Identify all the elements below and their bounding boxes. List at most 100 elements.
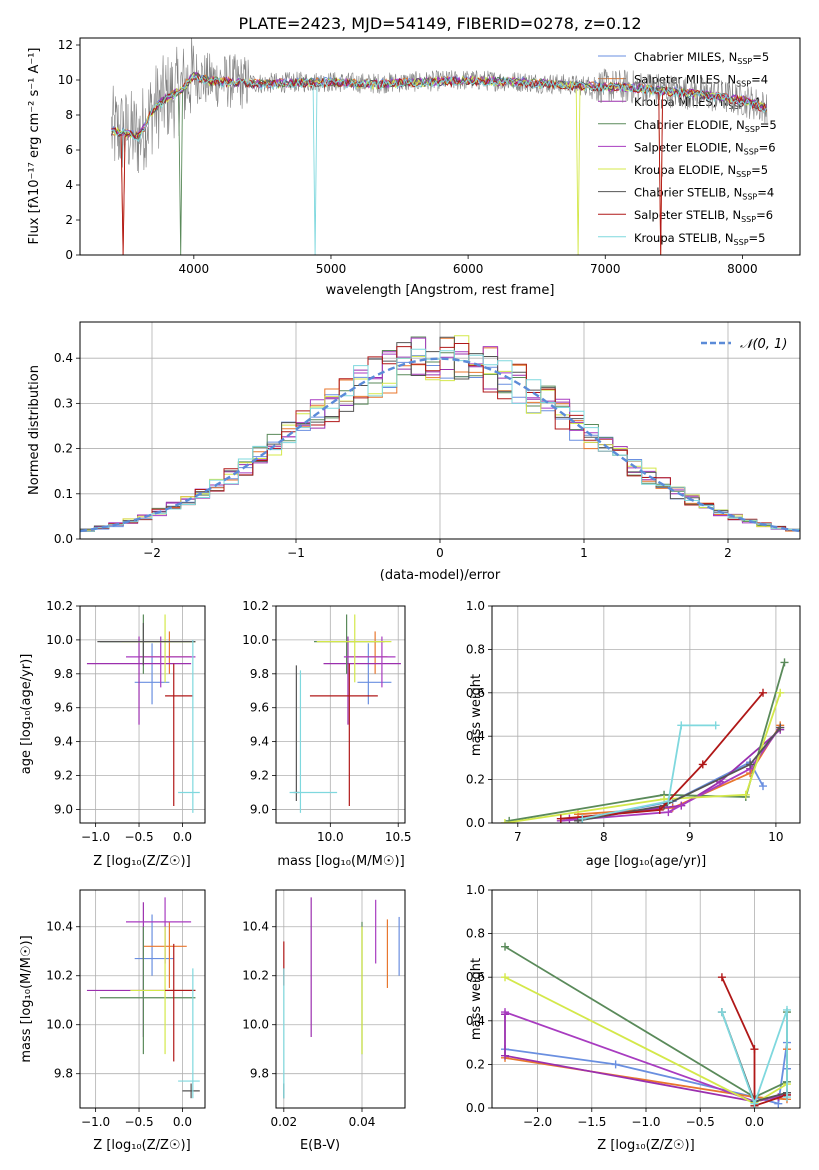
plus-marker bbox=[782, 1005, 791, 1014]
weight-vs-Z-panel: Z [log₁₀(Z/Z☉)] mass weight −2.0 −1.5 −1.0… bbox=[466, 883, 801, 1153]
x-tick-label: −1.0 bbox=[81, 830, 110, 844]
x-tick-label: 0.0 bbox=[173, 1115, 192, 1129]
y-tick-label: 0.0 bbox=[54, 532, 73, 546]
axes-frame bbox=[275, 605, 406, 824]
y-tick-label: 0.1 bbox=[54, 487, 73, 501]
legend-label-text: Salpeter ELODIE, N bbox=[634, 140, 744, 154]
plus-marker bbox=[776, 688, 785, 697]
legend-label-sub: SSP bbox=[734, 238, 749, 247]
y-tick-label: 2 bbox=[65, 213, 73, 227]
legend-label-n: =5 bbox=[749, 231, 766, 245]
weight-vs-age-panel: age [log₁₀(age/yr)] mass weight 7 8 9 10 0.0… bbox=[466, 599, 801, 869]
legend-label-sub: SSP bbox=[742, 193, 757, 202]
normal-curve bbox=[80, 357, 800, 533]
spectrum-xlabel: wavelength [Angstrom, rest frame] bbox=[326, 283, 555, 298]
legend-label-n: =6 bbox=[759, 140, 776, 154]
y-tick-label: 6 bbox=[65, 143, 73, 157]
plot-area bbox=[501, 942, 791, 1108]
x-tick-label: 0.0 bbox=[745, 1115, 764, 1129]
axes-frame bbox=[79, 889, 206, 1109]
plus-marker bbox=[578, 814, 587, 823]
x-tick-label: −1.0 bbox=[631, 1115, 660, 1129]
plus-marker bbox=[782, 1093, 791, 1102]
y-tick-label: 9.0 bbox=[54, 802, 73, 816]
weight-line bbox=[582, 724, 716, 820]
legend-label-sub: SSP bbox=[736, 80, 751, 89]
y-tick-label: 0.6 bbox=[466, 686, 485, 700]
y-tick-label: 0.6 bbox=[466, 970, 485, 984]
legend-label-sub: SSP bbox=[736, 170, 751, 179]
y-tick-label: 10.0 bbox=[46, 633, 73, 647]
legend-label: Salpeter STELIB, NSSP=6 bbox=[634, 208, 773, 224]
x-tick-label: 5000 bbox=[316, 262, 347, 276]
weight-Z-ylabel: mass weight bbox=[469, 958, 484, 1040]
plus-marker bbox=[750, 1099, 759, 1108]
plus-marker bbox=[655, 805, 664, 814]
plus-marker bbox=[611, 1060, 620, 1069]
y-tick-label: 0.2 bbox=[466, 1057, 485, 1071]
x-tick-label: 10.0 bbox=[317, 830, 344, 844]
grid-lines bbox=[276, 890, 405, 1108]
y-tick-label: 8 bbox=[65, 108, 73, 122]
mass-ebv-xlabel: E(B-V) bbox=[300, 1138, 340, 1153]
y-tick-label: 10.2 bbox=[46, 969, 73, 983]
x-tick-label: −1 bbox=[287, 546, 305, 560]
y-tick-label: 9.8 bbox=[54, 667, 73, 681]
legend-label: Chabrier MILES, NSSP=5 bbox=[634, 50, 769, 66]
age-mass-xlabel: mass [log₁₀(M/M☉)] bbox=[277, 854, 404, 869]
x-tick-label: 2 bbox=[724, 546, 732, 560]
model-line bbox=[111, 74, 767, 255]
plus-marker bbox=[501, 942, 510, 951]
legend-label: Chabrier ELODIE, NSSP=5 bbox=[634, 118, 777, 134]
plus-marker bbox=[741, 790, 750, 799]
mass-vs-ebv-panel: E(B-V) 0.02 0.04 9.8 10.0 10.2 10.4 bbox=[242, 889, 406, 1153]
age-Z-xlabel: Z [log₁₀(Z/Z☉)] bbox=[93, 854, 190, 869]
y-tick-label: 0.2 bbox=[54, 442, 73, 456]
x-tick-label: 6000 bbox=[453, 262, 484, 276]
legend-label-text: Salpeter STELIB, N bbox=[634, 208, 741, 222]
legend-label: Chabrier STELIB, NSSP=4 bbox=[634, 186, 774, 202]
mass-Z-xlabel: Z [log₁₀(Z/Z☉)] bbox=[93, 1138, 190, 1153]
plot-area bbox=[80, 335, 800, 539]
y-tick-label: 0.3 bbox=[54, 396, 73, 410]
legend-label-n: =4 bbox=[751, 73, 768, 87]
plus-marker bbox=[664, 808, 673, 817]
x-tick-label: −2.0 bbox=[523, 1115, 552, 1129]
y-tick-label: 9.4 bbox=[54, 735, 73, 749]
spectrum-ylabel: Flux [fλ10⁻¹⁷ erg cm⁻² s⁻¹ A⁻¹] bbox=[27, 48, 42, 245]
x-tick-label: −0.5 bbox=[686, 1115, 715, 1129]
x-tick-label: 7 bbox=[514, 830, 522, 844]
y-tick-label: 10.2 bbox=[242, 599, 269, 613]
grid-lines bbox=[80, 605, 205, 823]
age-vs-mass-panel: mass [log₁₀(M/M☉)] 10.0 10.5 9.0 9.2 9.4 9.6 9… bbox=[242, 599, 411, 869]
plus-marker bbox=[711, 721, 720, 730]
plus-marker bbox=[556, 814, 565, 823]
y-tick-label: 0.0 bbox=[466, 1101, 485, 1115]
plot-area bbox=[289, 614, 401, 813]
y-tick-label: 4 bbox=[65, 178, 73, 192]
x-tick-label: 1 bbox=[580, 546, 588, 560]
axes-frame bbox=[275, 889, 406, 1109]
legend-label-text: Kroupa STELIB, N bbox=[634, 231, 734, 245]
axes-frame bbox=[79, 605, 206, 824]
spectrum-panel: wavelength [Angstrom, rest frame] Flux [… bbox=[27, 37, 801, 298]
y-tick-label: 0.0 bbox=[466, 816, 485, 830]
axes-frame bbox=[491, 605, 801, 824]
weight-line bbox=[560, 692, 764, 820]
legend-label-text: Chabrier STELIB, N bbox=[634, 186, 742, 200]
legend-label-sub: SSP bbox=[745, 125, 760, 134]
y-tick-label: 0.8 bbox=[466, 642, 485, 656]
y-tick-label: 10.0 bbox=[242, 1018, 269, 1032]
legend-label-sub: SSP bbox=[737, 57, 752, 66]
plot-area bbox=[500, 658, 789, 823]
plus-marker bbox=[780, 658, 789, 667]
y-tick-label: 9.4 bbox=[250, 735, 269, 749]
x-tick-label: −0.5 bbox=[124, 1115, 153, 1129]
axes-frame bbox=[491, 889, 801, 1109]
grid-lines bbox=[492, 605, 800, 824]
x-tick-label: 10 bbox=[768, 830, 783, 844]
y-tick-label: 0.2 bbox=[466, 773, 485, 787]
plus-marker bbox=[505, 816, 514, 823]
plus-marker bbox=[677, 721, 686, 730]
legend-label-text: Chabrier ELODIE, N bbox=[634, 118, 745, 132]
